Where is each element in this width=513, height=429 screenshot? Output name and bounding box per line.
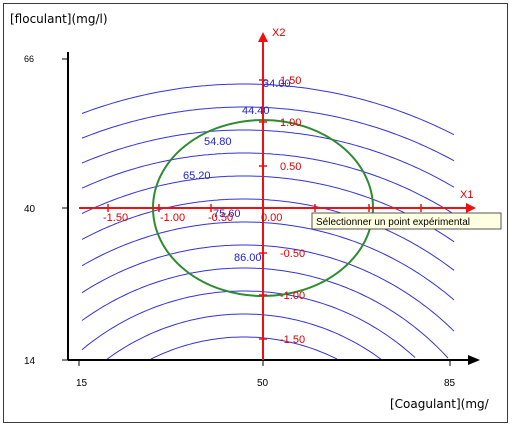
contour-line <box>150 336 338 360</box>
coded-x2-tick-marks <box>259 79 267 340</box>
coded-x2-label-1.50: 1.50 <box>280 75 301 87</box>
contour-line <box>81 83 455 136</box>
contour-label-65: 65.20 <box>183 170 211 182</box>
contour-lines <box>81 83 455 361</box>
contour-label-44: 44.40 <box>242 105 270 117</box>
coded-x1-label-0.00: 0.00 <box>261 212 282 224</box>
y-axis-title: [floculant](mg/l) <box>10 12 108 26</box>
y-tick-label-14: 14 <box>24 356 36 367</box>
x-axis-arrow <box>468 355 480 365</box>
coded-x2-arrow <box>258 32 268 42</box>
contour-line <box>105 313 383 361</box>
contour-label-86: 86.00 <box>234 252 262 264</box>
coded-x1-label-neg0.50: -0.50 <box>208 212 233 224</box>
contour-label-54: 54.80 <box>204 136 232 148</box>
contour-line <box>81 152 455 215</box>
contour-line <box>81 267 449 359</box>
contour-line <box>81 221 455 301</box>
y-tick-label-66: 66 <box>24 54 34 64</box>
chart-frame: 66 40 14 15 50 85 [floculant](mg/l) [Coa… <box>3 3 508 423</box>
contour-line <box>81 290 416 358</box>
coded-x1-tick-marks <box>107 204 422 212</box>
contour-label-34: 34.00 <box>263 78 291 90</box>
x-tick-label-85: 85 <box>444 378 456 389</box>
x-tick-label-50: 50 <box>257 378 269 389</box>
coded-x1-axis-name: X1 <box>460 189 473 201</box>
contour-line <box>81 198 455 271</box>
coded-x2-axis-name: X2 <box>272 27 285 39</box>
coded-x1-label-neg1.00: -1.00 <box>160 212 185 224</box>
x-tick-label-15: 15 <box>76 378 88 389</box>
contour-plot[interactable]: 66 40 14 15 50 85 [floculant](mg/l) [Coa… <box>4 4 509 424</box>
x-axis-title: [Coagulant](mg/ <box>390 397 490 411</box>
coded-x1-label-neg1.50: -1.50 <box>103 212 128 224</box>
y-tick-label-40: 40 <box>24 204 36 215</box>
coded-x1-arrow <box>466 203 476 213</box>
contour-line <box>81 129 455 188</box>
contour-line <box>81 244 455 332</box>
tooltip-text: Sélectionner un point expérimental <box>316 217 470 228</box>
contour-line <box>81 106 455 162</box>
coded-x2-label-neg1.00: -1.00 <box>280 290 305 302</box>
tooltip: Sélectionner un point expérimental <box>311 212 502 230</box>
contour-label-75: 75.60 <box>213 208 241 220</box>
coded-x2-label-0.50: 0.50 <box>280 161 301 173</box>
coded-x2-label-neg1.50: -1.50 <box>280 334 305 346</box>
coded-x2-label-1.00: 1.00 <box>280 117 301 129</box>
coded-x2-label-neg0.50: -0.50 <box>280 248 305 260</box>
